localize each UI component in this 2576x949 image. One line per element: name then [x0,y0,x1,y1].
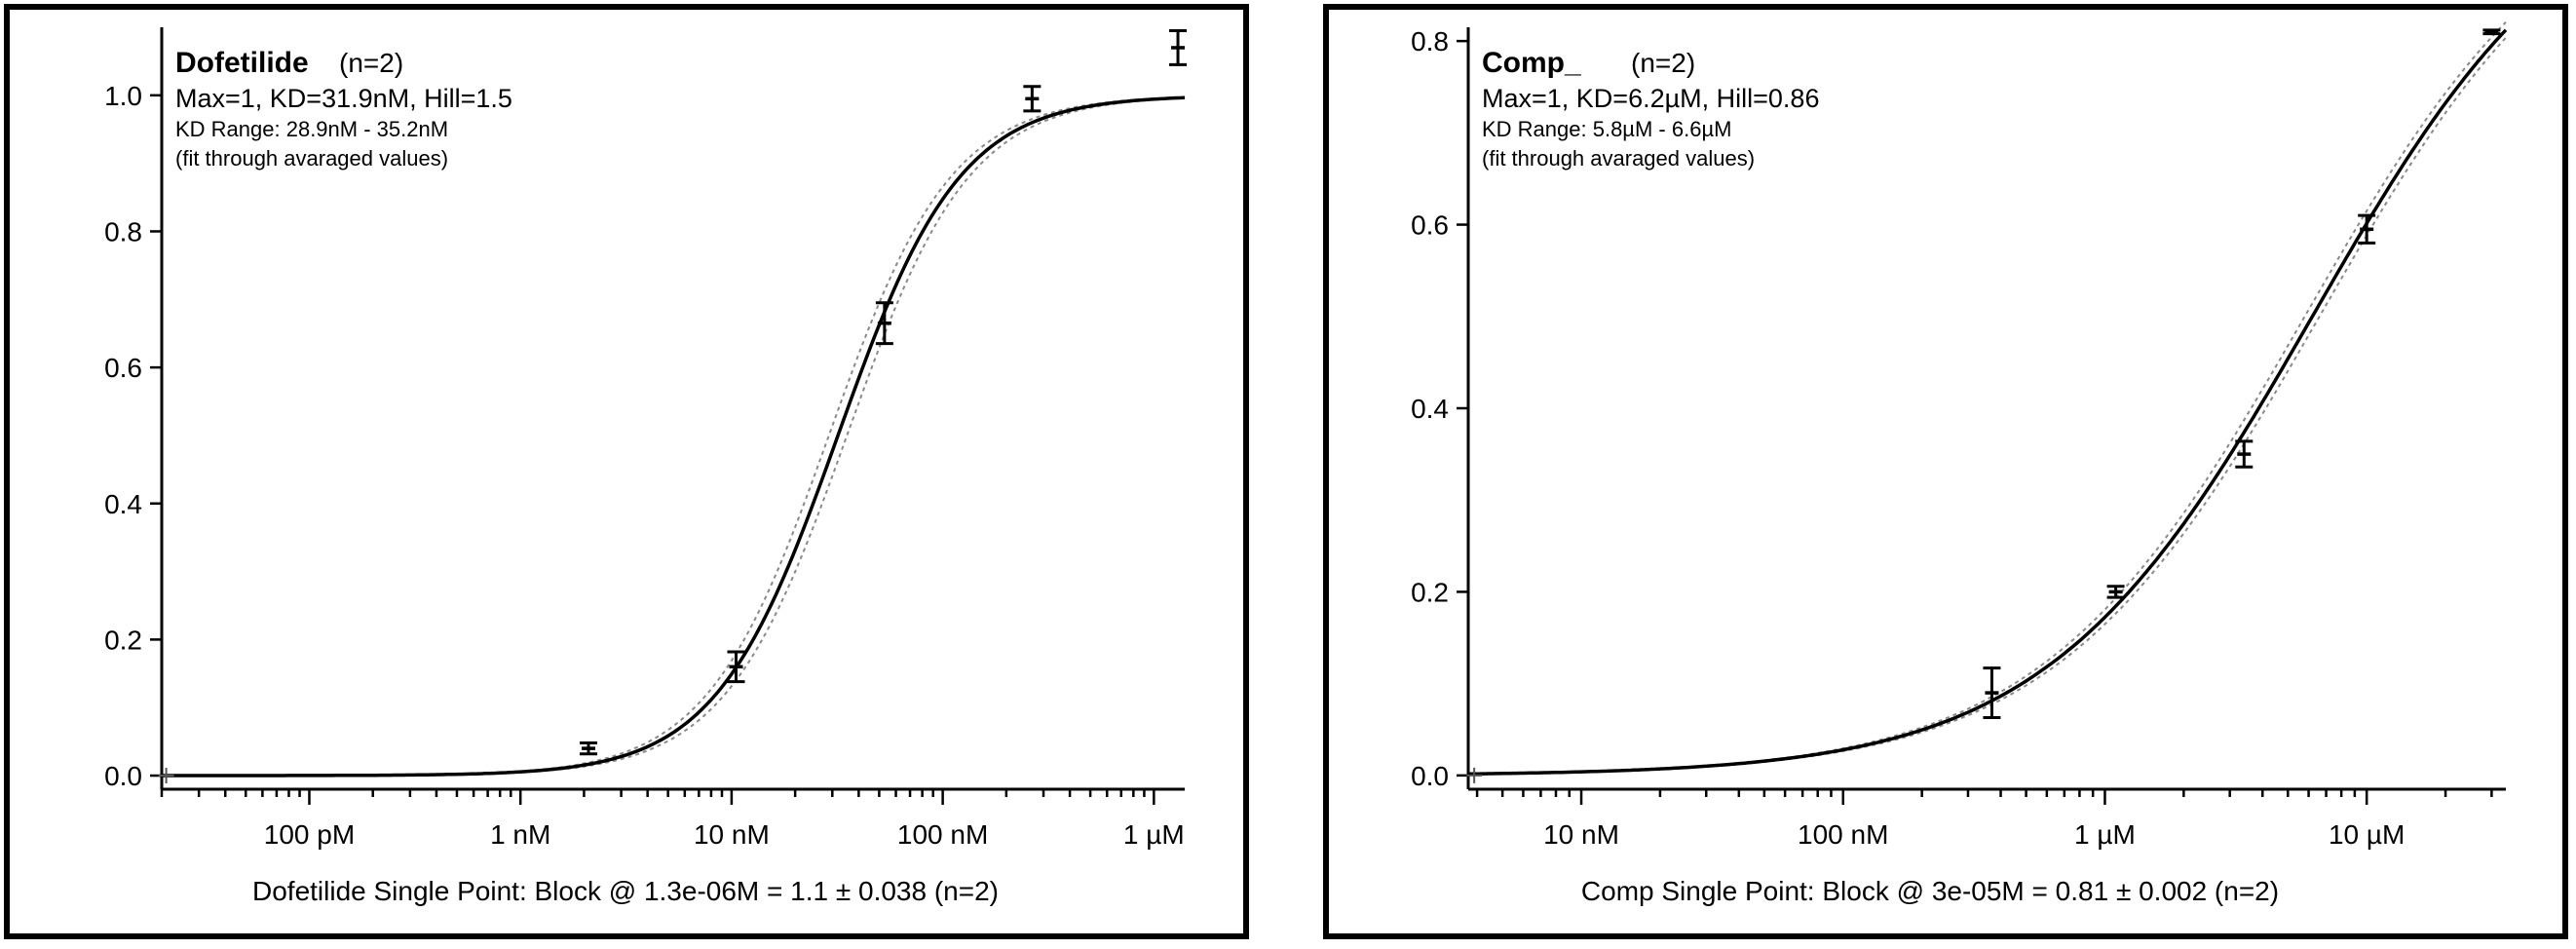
y-tick-label: 0.8 [1411,26,1449,57]
y-tick-label: 0.6 [104,353,142,383]
y-tick-label: 0.4 [104,489,142,519]
annotation-fit-params: Max=1, KD=6.2µM, Hill=0.86 [1482,84,1819,113]
dose-response-chart-dofetilide: 0.0 0.2 0.4 0.6 0.8 1.0 100 pM 1 nM 10 nM 100 nM 1… [104,27,1188,906]
annotation-fit-note: (fit through avaraged values) [175,146,448,171]
y-tick-label: 0.2 [104,625,142,655]
fit-curve [1467,28,2508,777]
x-tick-label: 10 µM [2329,819,2405,850]
y-tick-label: 0.2 [1411,577,1449,607]
annotation-fit-params: Max=1, KD=31.9nM, Hill=1.5 [175,84,512,113]
x-tick-label: 100 nM [897,819,988,850]
annotation-n: (n=2) [1631,48,1695,78]
x-tick-label: 1 µM [2074,819,2136,850]
confidence-band-upper [162,95,1186,777]
y-tick-label: 0.6 [1411,210,1449,241]
chart-panel-dofetilide: 0.0 0.2 0.4 0.6 0.8 1.0 100 pM 1 nM 10 nM 100 nM 1… [4,4,1249,939]
x-tick-label: 1 µM [1123,819,1185,850]
annotation-fit-note: (fit through avaraged values) [1482,146,1755,171]
x-tick-label: 100 pM [264,819,355,850]
annotation-kd-range: KD Range: 28.9nM - 35.2nM [175,117,448,141]
x-axis-title: Comp Single Point: Block @ 3e-05M = 0.81… [1581,876,2279,906]
annotation-kd-range: KD Range: 5.8µM - 6.6µM [1482,117,1731,141]
y-tick-label: 0.0 [104,761,142,791]
y-tick-label: 0.8 [104,216,142,247]
annotation-n: (n=2) [339,48,403,78]
fit-curve [162,95,1186,778]
x-tick-label: 10 nM [694,819,770,850]
annotation-title: Comp_ [1482,47,1581,79]
x-tick-label: 1 nM [490,819,550,850]
annotation-title: Dofetilide [175,47,309,79]
x-axis-title: Dofetilide Single Point: Block @ 1.3e-06… [252,876,999,906]
y-tick-label: 1.0 [104,81,142,111]
x-tick-label: 10 nM [1543,819,1619,850]
chart-panel-comp: 0.0 0.2 0.4 0.6 0.8 10 nM 100 nM 1 µM 10 µM Comp… [1323,4,2568,939]
x-tick-label: 100 nM [1798,819,1888,850]
dose-response-chart-comp: 0.0 0.2 0.4 0.6 0.8 10 nM 100 nM 1 µM 10 µM Comp… [1411,21,2508,906]
y-tick-label: 0.4 [1411,394,1449,424]
confidence-band-lower [162,96,1186,777]
y-tick-label: 0.0 [1411,761,1449,791]
